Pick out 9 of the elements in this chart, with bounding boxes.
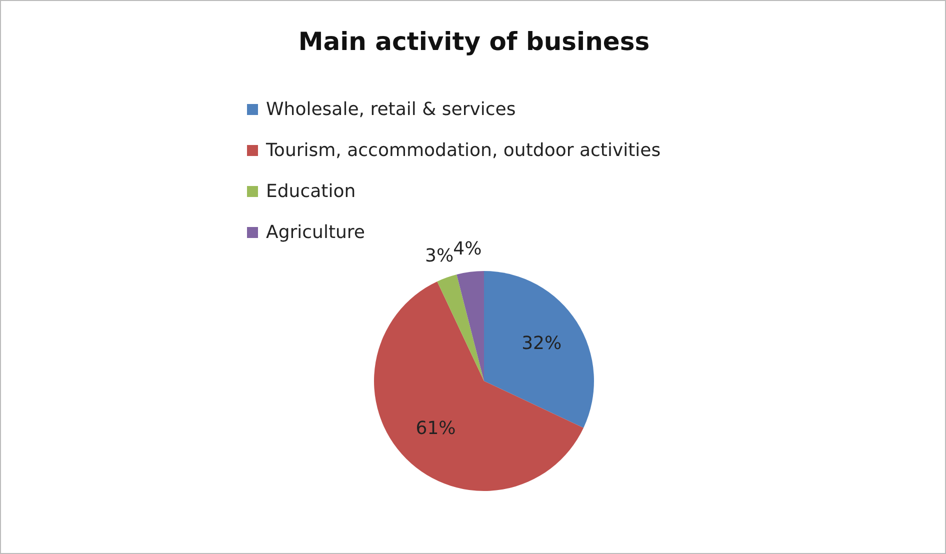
data-label: 3% [425, 245, 454, 266]
chart-title: Main activity of business [297, 27, 651, 56]
legend-label: Tourism, accommodation, outdoor activities [266, 140, 661, 161]
legend-label: Agriculture [266, 222, 365, 243]
data-label: 4% [453, 238, 482, 260]
data-label: 32% [522, 333, 562, 354]
legend-label: Education [266, 181, 356, 202]
data-label: 61% [416, 418, 456, 439]
legend-label: Wholesale, retail & services [266, 99, 516, 120]
